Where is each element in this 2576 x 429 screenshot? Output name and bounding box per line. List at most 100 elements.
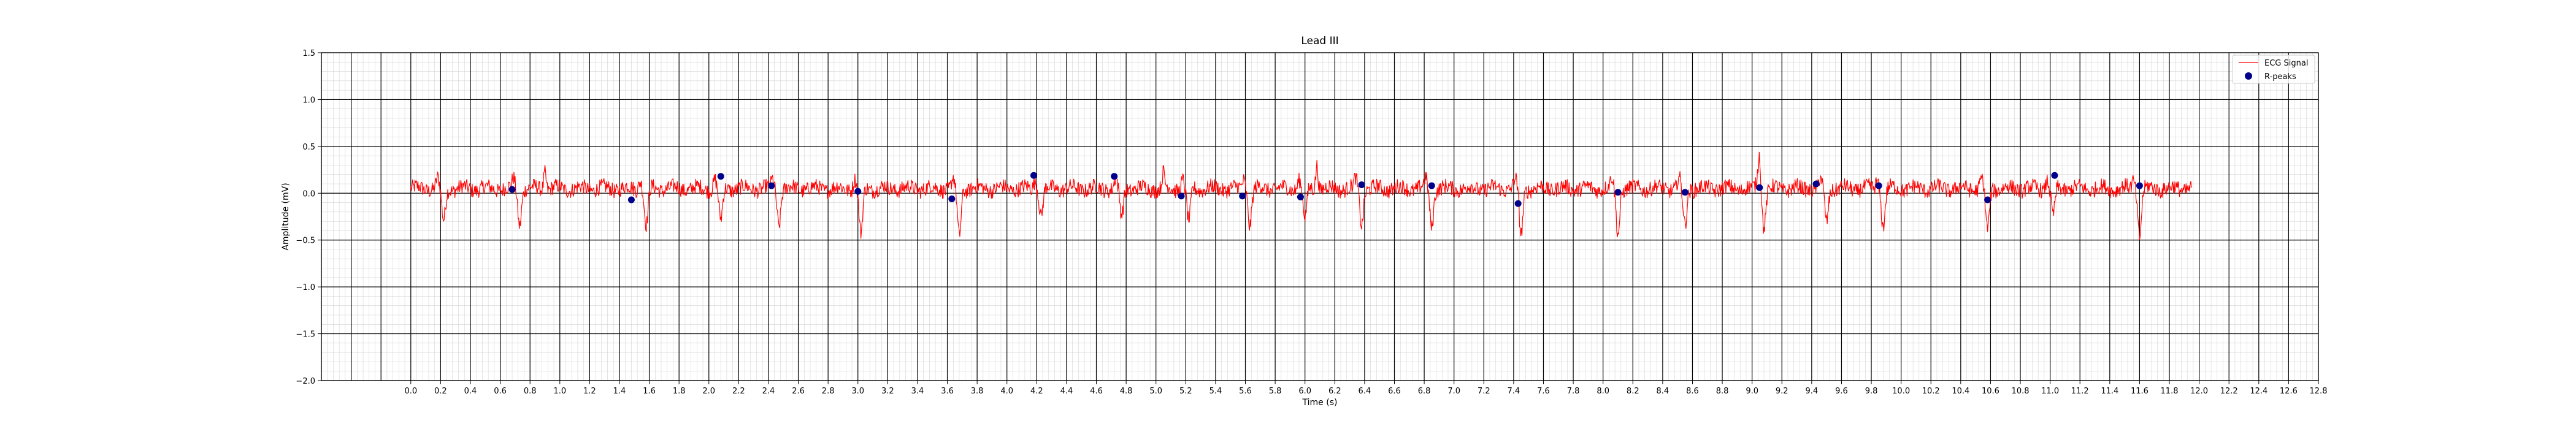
x-tick-label: 9.8 <box>1865 387 1878 396</box>
y-tick-label: 0.5 <box>302 143 315 152</box>
x-tick-label: 6.8 <box>1418 387 1431 396</box>
x-tick-label: 6.4 <box>1359 387 1371 396</box>
x-tick-label: 2.2 <box>732 387 745 396</box>
r-peaks-series <box>508 172 2143 207</box>
r-peak-point <box>717 173 724 180</box>
x-tick-label: 7.2 <box>1478 387 1490 396</box>
x-tick-label: 4.6 <box>1090 387 1103 396</box>
r-peak-point <box>508 186 516 193</box>
x-tick-label: 7.0 <box>1447 387 1460 396</box>
x-tick-label: 12.8 <box>2310 387 2328 396</box>
x-tick-label: 3.6 <box>941 387 954 396</box>
y-tick-label: −1.5 <box>296 330 315 340</box>
x-tick-label: 8.2 <box>1627 387 1639 396</box>
y-tick-label: −2.0 <box>296 377 315 386</box>
x-tick-label: 4.2 <box>1030 387 1043 396</box>
x-tick-label: 10.6 <box>1982 387 1999 396</box>
x-tick-label: 9.2 <box>1776 387 1788 396</box>
x-tick-label: 0.6 <box>494 387 507 396</box>
x-tick-label: 2.4 <box>762 387 775 396</box>
x-tick-label: 0.0 <box>404 387 417 396</box>
x-tick-label: 9.6 <box>1835 387 1848 396</box>
x-tick-label: 12.2 <box>2220 387 2238 396</box>
r-peak-point <box>1030 172 1037 179</box>
x-tick-label: 5.6 <box>1239 387 1252 396</box>
r-peak-point <box>948 195 956 202</box>
x-tick-label: 6.0 <box>1298 387 1311 396</box>
x-tick-label: 3.4 <box>911 387 924 396</box>
x-tick-label: 8.8 <box>1716 387 1729 396</box>
y-axis-ticks: −2.0 −1.5 −1.0 −0.5 0.0 0.5 1.0 1.5 <box>296 49 321 386</box>
x-tick-label: 9.0 <box>1746 387 1758 396</box>
x-tick-label: 1.6 <box>643 387 656 396</box>
r-peak-point <box>1756 184 1763 191</box>
major-grid <box>321 52 2319 381</box>
r-peak-point <box>1614 189 1622 196</box>
y-tick-label: 0.0 <box>302 189 315 199</box>
x-tick-label: 4.8 <box>1120 387 1133 396</box>
x-tick-label: 11.8 <box>2161 387 2179 396</box>
x-tick-label: 1.2 <box>583 387 596 396</box>
x-tick-label: 4.4 <box>1060 387 1073 396</box>
x-axis-title: Time (s) <box>1302 398 1338 408</box>
x-tick-label: 5.4 <box>1209 387 1222 396</box>
x-tick-label: 9.4 <box>1806 387 1819 396</box>
x-tick-label: 12.6 <box>2280 387 2298 396</box>
y-tick-label: 1.5 <box>302 49 315 58</box>
y-tick-label: −1.0 <box>296 283 315 292</box>
x-tick-label: 4.0 <box>1000 387 1013 396</box>
x-tick-label: 6.2 <box>1328 387 1341 396</box>
x-tick-label: 11.6 <box>2131 387 2149 396</box>
x-tick-label: 11.0 <box>2041 387 2059 396</box>
r-peak-point <box>627 196 635 203</box>
x-tick-label: 12.0 <box>2190 387 2208 396</box>
ecg-signal-line <box>410 151 2192 240</box>
r-peak-point <box>1358 181 1365 189</box>
r-peak-point <box>1239 192 1246 200</box>
x-tick-label: 2.8 <box>822 387 835 396</box>
x-tick-label: 5.2 <box>1179 387 1192 396</box>
r-peak-point <box>1178 192 1185 200</box>
r-peak-point <box>768 182 775 189</box>
x-tick-label: 0.4 <box>464 387 477 396</box>
r-peak-point <box>1297 193 1304 200</box>
legend-label-ecg-signal: ECG Signal <box>2264 59 2308 68</box>
x-tick-label: 10.8 <box>2012 387 2030 396</box>
x-tick-label: 3.0 <box>851 387 864 396</box>
x-tick-label: 8.6 <box>1686 387 1699 396</box>
x-tick-label: 1.8 <box>673 387 686 396</box>
r-peak-point <box>1681 189 1689 196</box>
x-tick-label: 10.0 <box>1892 387 1910 396</box>
x-tick-label: 2.6 <box>792 387 805 396</box>
r-peak-point <box>1428 182 1435 189</box>
x-tick-label: 0.8 <box>524 387 537 396</box>
plot-frame <box>321 52 2319 381</box>
x-tick-label: 11.4 <box>2101 387 2118 396</box>
x-tick-label: 10.4 <box>1952 387 1969 396</box>
x-tick-label: 12.4 <box>2250 387 2267 396</box>
r-peak-point <box>1875 182 1882 189</box>
x-tick-label: 3.8 <box>971 387 984 396</box>
x-tick-label: 11.2 <box>2071 387 2089 396</box>
x-tick-label: 5.8 <box>1269 387 1282 396</box>
x-tick-label: 0.2 <box>434 387 447 396</box>
x-tick-label: 7.4 <box>1508 387 1520 396</box>
x-tick-label: 7.6 <box>1537 387 1550 396</box>
y-tick-label: 1.0 <box>302 96 315 105</box>
r-peak-point <box>2136 182 2143 189</box>
x-tick-label: 6.6 <box>1388 387 1401 396</box>
r-peak-point <box>2051 172 2058 179</box>
x-tick-label: 8.0 <box>1597 387 1609 396</box>
x-axis-ticks: 0.0 0.2 0.4 0.6 0.8 1.0 1.2 1.4 1.6 1.8 2.0 2.2 2.4 2… <box>404 381 2327 396</box>
ecg-signal-series <box>410 151 2192 240</box>
chart-title: Lead III <box>1301 35 1338 47</box>
legend-r-peaks-marker <box>2245 72 2252 80</box>
x-tick-label: 7.8 <box>1567 387 1580 396</box>
legend: ECG Signal R-peaks <box>2232 55 2315 84</box>
r-peak-point <box>1514 200 1522 207</box>
r-peak-point <box>1812 180 1820 188</box>
y-tick-label: −0.5 <box>296 237 315 246</box>
minor-grid <box>321 52 2319 381</box>
x-tick-label: 1.4 <box>613 387 626 396</box>
